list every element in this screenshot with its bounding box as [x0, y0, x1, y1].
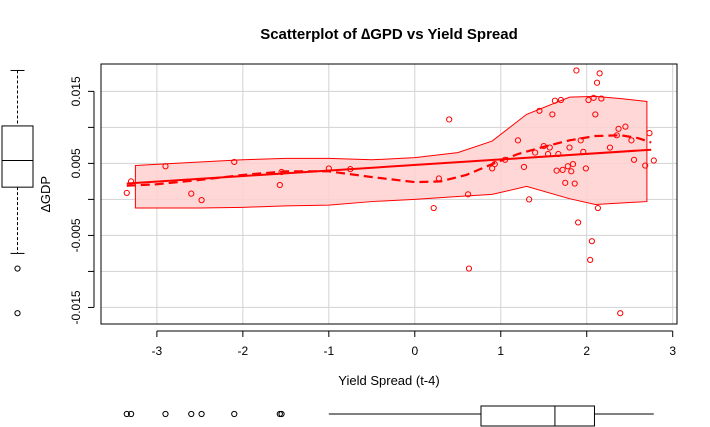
x-tick-label: 2	[583, 344, 590, 358]
data-point	[588, 238, 595, 245]
data-point	[622, 123, 629, 130]
data-point	[553, 167, 560, 174]
data-point	[628, 137, 635, 144]
y-box-outlier	[14, 265, 21, 272]
x-tick-label: 0	[411, 344, 418, 358]
data-point	[532, 149, 539, 156]
data-point	[491, 161, 498, 168]
loess-fit-line	[126, 134, 652, 187]
x-tick-label: -1	[323, 344, 334, 358]
x-box-outlier	[127, 410, 135, 418]
data-point	[278, 168, 285, 176]
plot-frame	[100, 63, 678, 325]
y-axis-label: ∆GDP	[38, 176, 53, 212]
y-tick-label: 0.015	[69, 76, 83, 106]
data-point	[555, 150, 562, 158]
x-box-outlier	[276, 410, 283, 418]
data-point	[594, 204, 602, 212]
y-tick-label: 0.005	[69, 148, 83, 178]
x-box-body	[480, 405, 595, 427]
data-point	[606, 144, 614, 151]
data-point	[435, 175, 442, 182]
data-point	[615, 125, 622, 132]
data-point	[325, 165, 332, 172]
data-point	[551, 97, 559, 104]
data-point	[526, 196, 533, 203]
x-box-outlier	[231, 410, 238, 418]
data-point	[123, 189, 130, 197]
y-tick-label: -0.015	[69, 290, 83, 324]
data-point	[198, 197, 205, 204]
data-point	[465, 265, 473, 272]
data-point	[590, 94, 597, 101]
data-point	[617, 310, 624, 317]
data-point	[573, 67, 580, 74]
data-point	[231, 158, 238, 166]
data-point	[430, 204, 437, 212]
data-point	[575, 219, 582, 226]
x-tick-label: -3	[152, 344, 163, 358]
data-point	[564, 163, 571, 170]
data-point	[596, 70, 603, 77]
data-point	[582, 165, 589, 172]
x-box-outlier	[188, 410, 195, 418]
x-tick-label: 1	[497, 344, 504, 358]
points-layer	[123, 67, 657, 317]
data-point	[549, 111, 556, 118]
data-point	[520, 163, 528, 171]
data-point	[536, 107, 543, 114]
data-point	[347, 166, 354, 173]
data-point	[557, 96, 565, 104]
y-box-body	[1, 125, 34, 188]
x-marginal-boxplot	[123, 405, 654, 427]
data-point	[464, 191, 472, 198]
y-tick-label: -0.005	[69, 218, 83, 252]
data-point	[162, 163, 169, 170]
chart-title: Scatterplot of ∆GPD vs Yield Spread	[260, 26, 518, 43]
data-point	[546, 144, 553, 151]
y-box-outlier	[14, 310, 21, 317]
data-point	[598, 95, 605, 102]
data-point	[544, 150, 552, 158]
data-point	[489, 165, 496, 172]
data-point	[569, 161, 577, 168]
x-box-outlier	[123, 410, 130, 418]
data-point	[188, 190, 195, 197]
data-point	[630, 156, 638, 163]
data-point	[650, 157, 657, 164]
fit-lines-layer	[126, 134, 652, 187]
x-box-outlier	[278, 410, 285, 418]
data-point	[571, 180, 578, 187]
data-point	[276, 181, 283, 189]
data-point	[562, 179, 569, 186]
data-point	[593, 79, 601, 86]
data-point	[587, 256, 594, 264]
confidence-band-layer	[134, 95, 648, 209]
x-tick-label: -2	[238, 344, 249, 358]
data-point	[577, 137, 584, 144]
data-point	[580, 148, 587, 155]
data-point	[514, 137, 522, 144]
data-point	[559, 166, 566, 173]
data-point	[613, 132, 620, 139]
data-point	[568, 168, 575, 175]
data-point	[566, 144, 573, 151]
data-point	[127, 178, 135, 185]
data-point	[646, 130, 653, 137]
axes: -3 -2 -1 0 1 2 3 -0.015 -0.005 0.005 0.015	[69, 76, 676, 358]
x-axis-label: Yield Spread (t-4)	[338, 373, 439, 388]
x-tick-label: 3	[669, 344, 676, 358]
data-point	[540, 143, 547, 150]
x-box-outlier	[198, 410, 205, 418]
data-point	[642, 162, 649, 169]
y-marginal-boxplot	[1, 69, 34, 317]
data-point	[501, 156, 509, 163]
x-box-outlier	[162, 410, 169, 418]
data-point	[585, 96, 592, 104]
data-point	[592, 111, 599, 118]
confidence-band	[134, 95, 648, 209]
data-point	[446, 116, 453, 123]
